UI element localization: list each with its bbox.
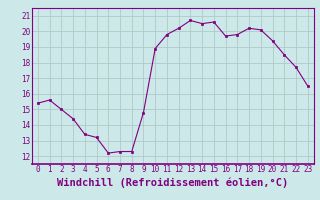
X-axis label: Windchill (Refroidissement éolien,°C): Windchill (Refroidissement éolien,°C) bbox=[57, 177, 288, 188]
